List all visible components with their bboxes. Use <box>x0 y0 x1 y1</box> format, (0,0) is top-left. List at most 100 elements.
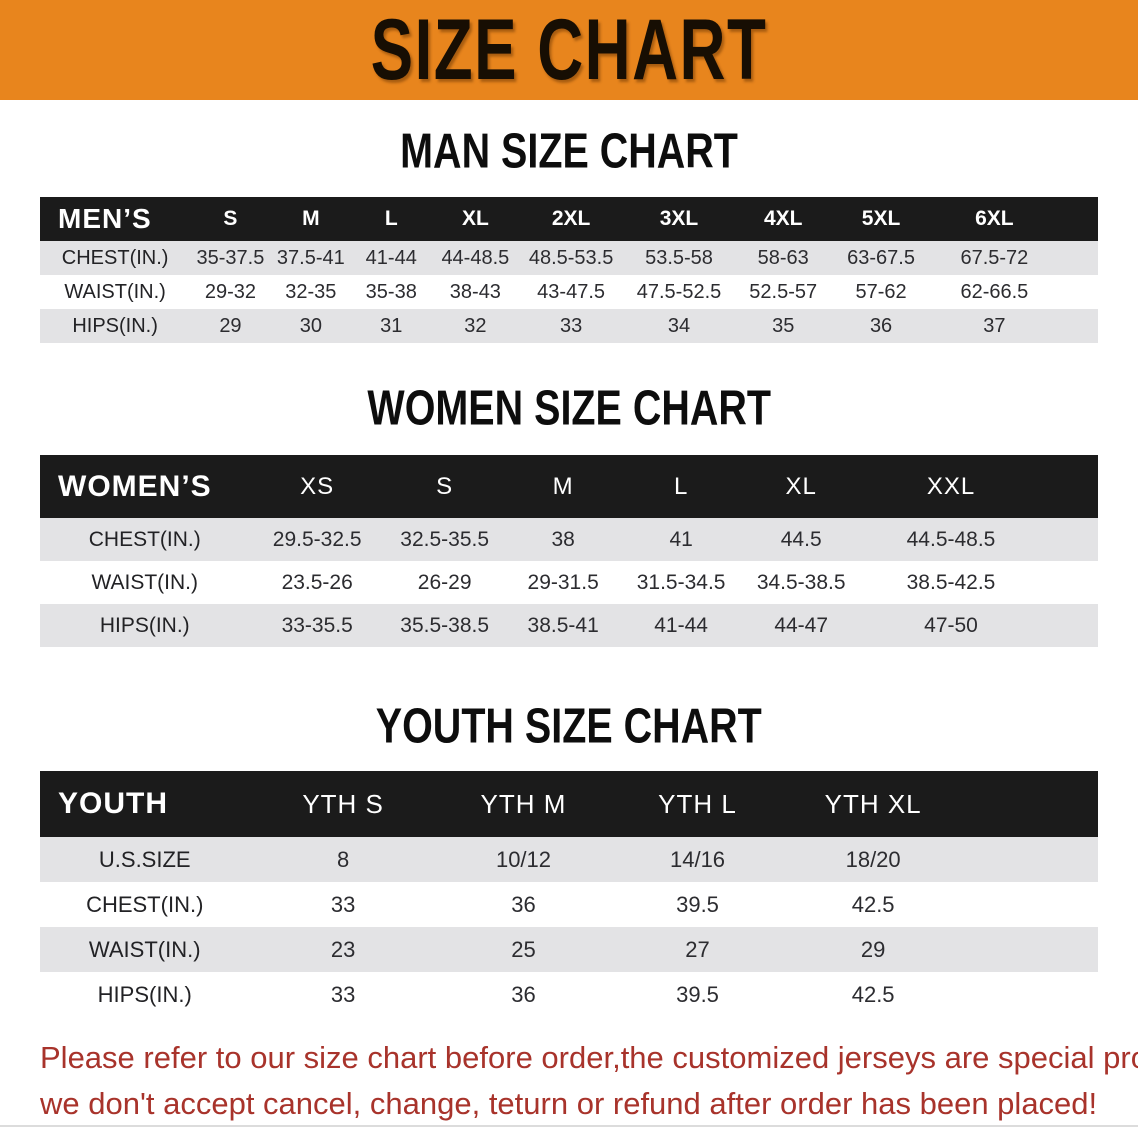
table-cell: 31.5-34.5 <box>636 570 726 594</box>
table-cell: 35-37.5 <box>196 246 265 269</box>
page-title: SIZE CHART <box>370 1 768 98</box>
table-cell: 37 <box>983 314 1006 337</box>
table-cell: 37.5-41 <box>276 246 345 269</box>
women-size-col-s: S <box>384 455 505 518</box>
row-label: HIPS(IN.) <box>72 314 158 337</box>
table-cell: 39.5 <box>676 981 719 1007</box>
table-cell: 33 <box>330 981 356 1007</box>
table-cell: 32.5-35.5 <box>400 527 490 551</box>
men-section-heading: MAN SIZE CHART <box>0 122 1138 179</box>
youth-ussize-row: U.S.SIZE 8 10/12 14/16 18/20 <box>40 837 1098 882</box>
row-label: WAIST(IN.) <box>64 280 166 303</box>
table-cell: 33 <box>330 891 356 917</box>
table-cell: 42.5 <box>851 981 895 1007</box>
youth-size-col-m: YTH M <box>436 771 611 837</box>
table-cell: 29 <box>219 314 242 337</box>
table-cell: 38 <box>551 527 575 551</box>
men-size-col-3xl: 3XL <box>622 197 736 241</box>
women-section-heading: WOMEN SIZE CHART <box>0 379 1138 436</box>
table-cell: 67.5-72 <box>960 246 1029 269</box>
youth-section-heading-text: YOUTH SIZE CHART <box>375 697 763 754</box>
table-cell: 41 <box>669 527 693 551</box>
men-size-col-4xl: 4XL <box>735 197 832 241</box>
table-cell: 36 <box>511 981 536 1007</box>
men-size-col-l: L <box>351 197 432 241</box>
table-cell: 25 <box>511 936 536 962</box>
men-size-table: MEN’S S M L XL 2XL 3XL 4XL 5XL 6XL CHEST… <box>40 197 1098 343</box>
men-hips-row: HIPS(IN.) 29 30 31 32 33 34 35 36 37 <box>40 309 1098 343</box>
spacer-cell <box>961 771 1098 837</box>
spacer-cell <box>961 972 1098 1017</box>
table-cell: 35.5-38.5 <box>400 613 490 637</box>
row-label: CHEST(IN.) <box>61 246 169 269</box>
women-chest-row: CHEST(IN.) 29.5-32.5 32.5-35.5 38 41 44.… <box>40 518 1098 561</box>
youth-table-title: YOUTH <box>40 771 250 837</box>
table-cell: 8 <box>336 846 350 872</box>
table-cell: 18/20 <box>845 846 901 872</box>
table-cell: 48.5-53.5 <box>528 246 614 269</box>
women-section-heading-text: WOMEN SIZE CHART <box>367 379 771 436</box>
youth-section: YOUTH SIZE CHART YOUTH YTH S YTH M YTH L… <box>0 697 1138 1017</box>
youth-size-col-s: YTH S <box>249 771 437 837</box>
men-size-col-xl: XL <box>431 197 520 241</box>
table-cell: 14/16 <box>669 846 726 872</box>
youth-hips-row: HIPS(IN.) 33 36 39.5 42.5 <box>40 972 1098 1017</box>
table-cell: 31 <box>380 314 403 337</box>
table-cell: 52.5-57 <box>749 280 818 303</box>
women-table-header-row: WOMEN’S XS S M L XL XXL <box>40 455 1098 518</box>
men-table-title: MEN’S <box>40 197 191 241</box>
table-cell: 10/12 <box>495 846 552 872</box>
men-waist-row: WAIST(IN.) 29-32 32-35 35-38 38-43 43-47… <box>40 275 1098 309</box>
youth-chest-row: CHEST(IN.) 33 36 39.5 42.5 <box>40 882 1098 927</box>
spacer-cell <box>961 927 1098 972</box>
table-cell: 38.5-42.5 <box>906 570 996 594</box>
table-cell: 57-62 <box>855 280 907 303</box>
youth-section-heading: YOUTH SIZE CHART <box>0 697 1138 754</box>
table-cell: 44-47 <box>774 613 829 637</box>
youth-size-table: YOUTH YTH S YTH M YTH L YTH XL U.S.SIZE … <box>40 771 1098 1017</box>
table-cell: 34.5-38.5 <box>756 570 846 594</box>
youth-waist-row: WAIST(IN.) 23 25 27 29 <box>40 927 1098 972</box>
women-size-col-xxl: XXL <box>862 455 1098 518</box>
table-cell: 63-67.5 <box>847 246 915 269</box>
table-cell: 29-31.5 <box>527 570 599 594</box>
women-size-col-m: M <box>504 455 622 518</box>
men-table-header-row: MEN’S S M L XL 2XL 3XL 4XL 5XL 6XL <box>40 197 1098 241</box>
women-size-col-xs: XS <box>249 455 385 518</box>
table-cell: 44.5-48.5 <box>906 527 996 551</box>
table-cell: 35-38 <box>365 280 417 303</box>
table-cell: 30 <box>299 314 322 337</box>
table-cell: 62-66.5 <box>960 280 1029 303</box>
table-cell: 29-32 <box>204 280 257 303</box>
men-section-heading-text: MAN SIZE CHART <box>400 122 738 179</box>
disclaimer: Please refer to our size chart before or… <box>40 1035 1138 1127</box>
row-label: CHEST(IN.) <box>88 527 201 551</box>
table-cell: 29.5-32.5 <box>272 527 362 551</box>
men-size-col-2xl: 2XL <box>519 197 623 241</box>
table-cell: 58-63 <box>757 246 809 269</box>
row-label: CHEST(IN.) <box>86 891 204 917</box>
table-cell: 38-43 <box>449 280 501 303</box>
youth-table-header-row: YOUTH YTH S YTH M YTH L YTH XL <box>40 771 1098 837</box>
table-cell: 36 <box>869 314 893 337</box>
table-cell: 23.5-26 <box>281 570 353 594</box>
row-label: U.S.SIZE <box>98 846 191 872</box>
women-size-table: WOMEN’S XS S M L XL XXL CHEST(IN.) 29.5-… <box>40 455 1098 647</box>
youth-size-col-xl: YTH XL <box>784 771 962 837</box>
men-size-col-5xl: 5XL <box>831 197 931 241</box>
table-cell: 32 <box>464 314 487 337</box>
table-cell: 53.5-58 <box>645 246 713 269</box>
table-cell: 42.5 <box>851 891 895 917</box>
spacer-cell <box>961 882 1098 927</box>
spacer-cell <box>961 837 1098 882</box>
men-section: MAN SIZE CHART MEN’S S M L XL 2XL 3XL 4X… <box>0 122 1138 343</box>
table-cell: 44-48.5 <box>441 246 510 269</box>
row-label: WAIST(IN.) <box>88 936 201 962</box>
table-cell: 35 <box>772 314 795 337</box>
women-section: WOMEN SIZE CHART WOMEN’S XS S M L XL XXL <box>0 379 1138 647</box>
table-cell: 43-47.5 <box>537 280 606 303</box>
table-cell: 47.5-52.5 <box>636 280 722 303</box>
table-cell: 38.5-41 <box>527 613 599 637</box>
table-cell: 41-44 <box>654 613 708 637</box>
